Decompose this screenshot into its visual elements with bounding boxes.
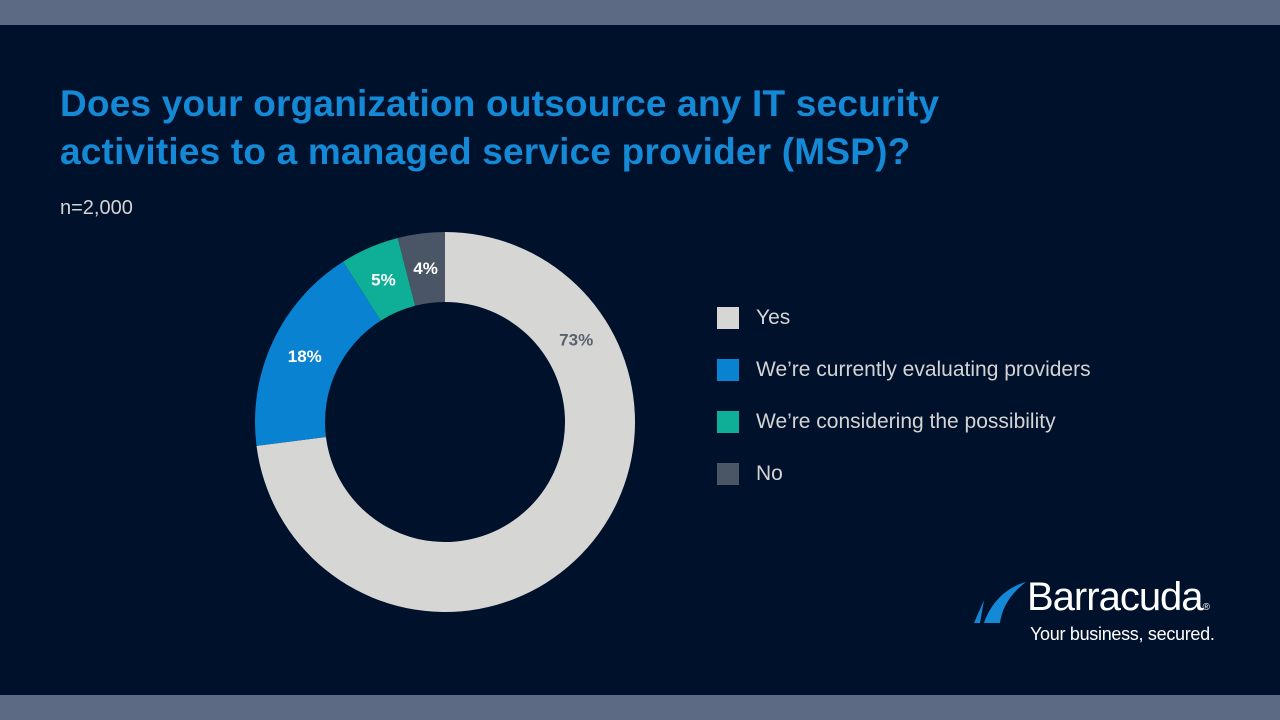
- donut-label-no: 4%: [413, 259, 438, 278]
- legend-item-considering: We’re considering the possibility: [717, 396, 1091, 448]
- brand-name-text: Barracuda: [1027, 575, 1204, 619]
- background-panel: [0, 25, 1280, 695]
- barracuda-logo: Barracuda® Your business, secured.: [970, 575, 1230, 655]
- legend-label: No: [756, 462, 783, 485]
- legend-label: We’re currently evaluating providers: [756, 358, 1091, 381]
- donut-slice-yes: [256, 232, 636, 612]
- legend-item-evaluating: We’re currently evaluating providers: [717, 344, 1091, 396]
- registered-mark: ®: [1202, 602, 1210, 613]
- legend-label: We’re considering the possibility: [756, 410, 1056, 433]
- barracuda-fin-logo-icon: [974, 582, 1026, 623]
- donut-label-yes: 73%: [559, 330, 593, 349]
- donut-slice-evaluating: [255, 261, 381, 446]
- legend-swatch: [717, 359, 739, 381]
- legend-label: Yes: [756, 306, 791, 329]
- legend-swatch: [717, 411, 739, 433]
- donut-slice-no: [397, 232, 445, 306]
- donut-label-considering: 5%: [371, 271, 396, 290]
- sample-size: n=2,000: [60, 197, 133, 219]
- legend-item-yes: Yes: [717, 292, 1091, 344]
- chart-title: Does your organization outsource any IT …: [60, 83, 940, 172]
- legend-swatch: [717, 463, 739, 485]
- donut-label-evaluating: 18%: [288, 347, 322, 366]
- brand-tagline: Your business, secured.: [1030, 624, 1215, 644]
- brand-name: Barracuda®: [1027, 575, 1210, 620]
- legend-item-no: No: [717, 448, 1091, 500]
- donut-slice-considering: [343, 237, 416, 321]
- legend-swatch: [717, 307, 739, 329]
- chart-legend: Yes We’re currently evaluating providers W…: [717, 292, 1091, 500]
